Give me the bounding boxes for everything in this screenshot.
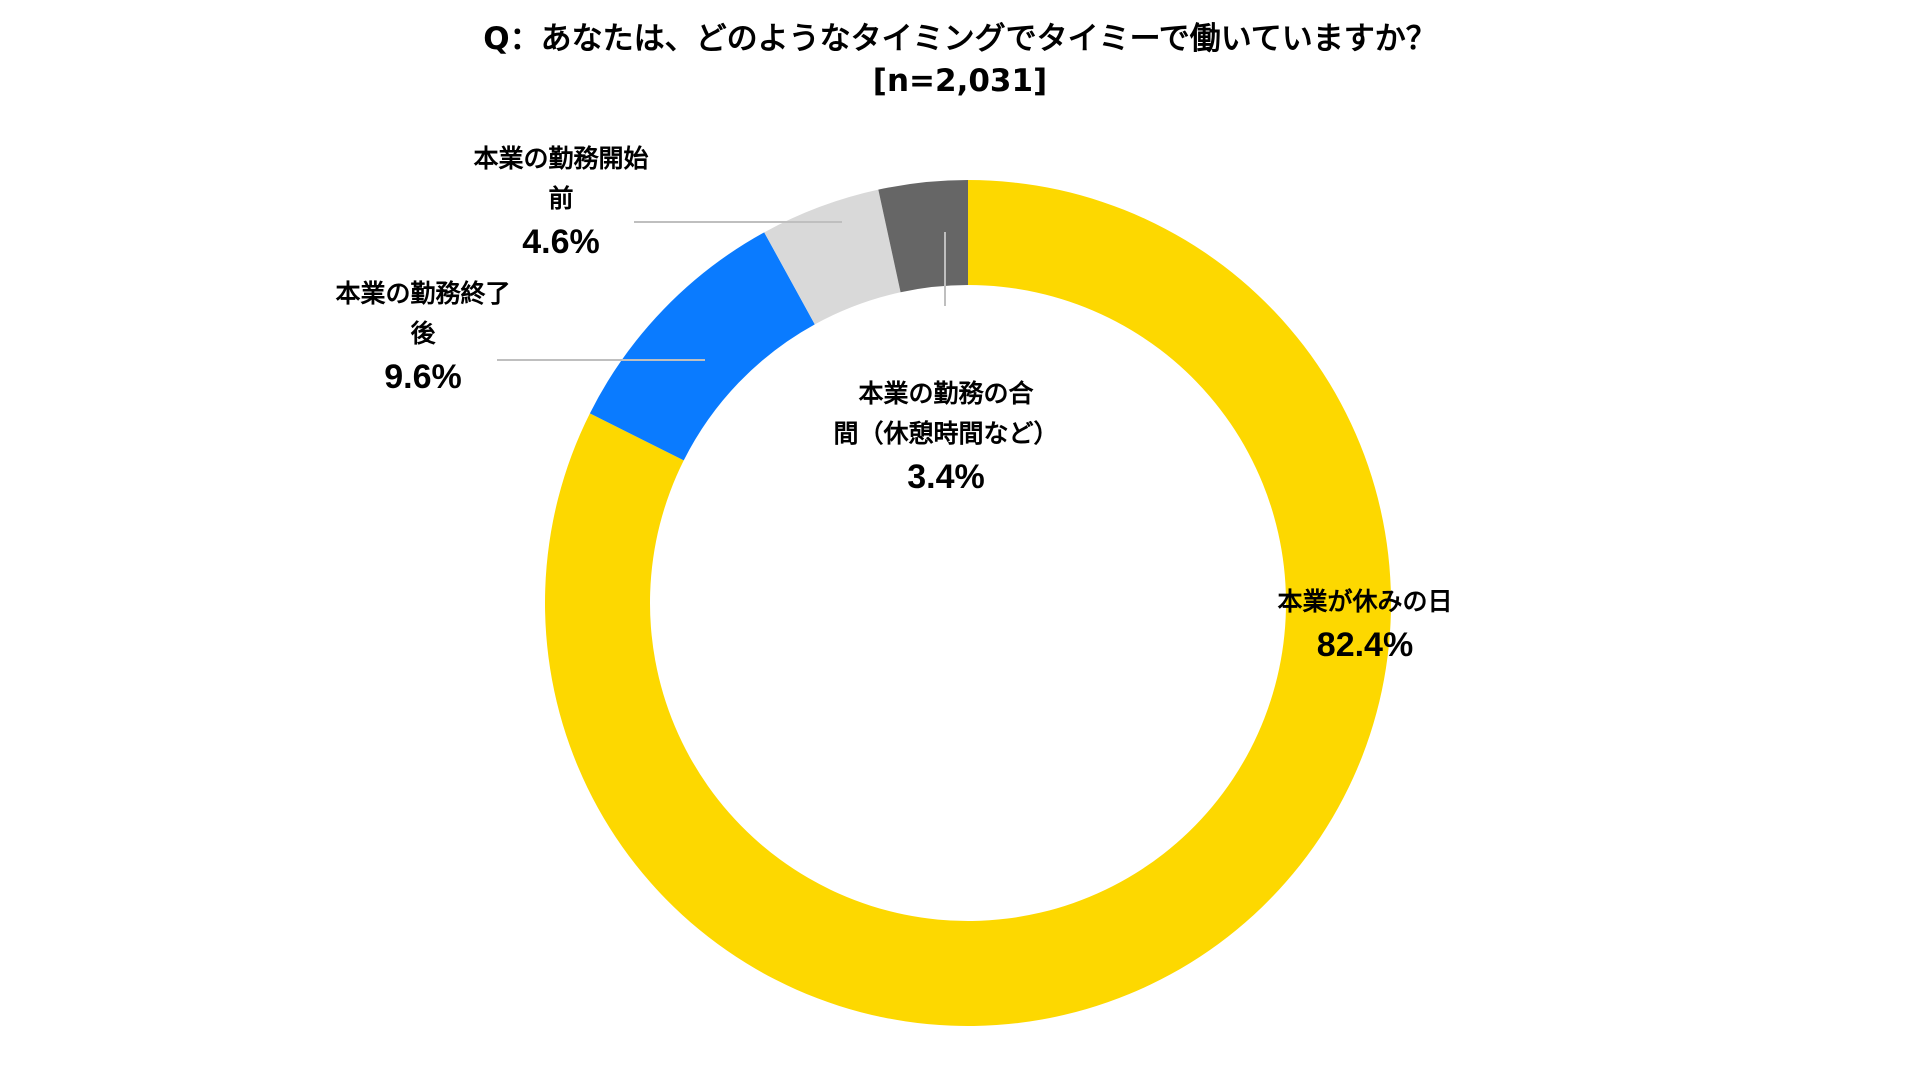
slice-after-work [589,232,815,461]
slice-before-work [764,189,901,325]
slice-label-break-time-line-1: 本業の勤務の合 [858,379,1034,408]
label-holiday: 本業が休みの日 82.4% [1277,587,1452,664]
slice-label-before-work-line-2: 前 [548,184,573,213]
donut-slices [545,180,1391,1026]
slice-value-before-work: 4.6% [522,223,600,261]
slice-value-break-time: 3.4% [907,458,985,496]
slice-value-holiday: 82.4% [1317,626,1413,664]
leader-lines [497,221,946,361]
chart-subtitle: [n=2,031] [872,63,1048,99]
slice-label-break-time-line-2: 間（休憩時間など） [833,419,1058,448]
chart-title: Q：あなたは、どのようなタイミングでタイミーで働いていますか？ [483,21,1437,57]
slice-label-holiday-line-1: 本業が休みの日 [1277,587,1452,616]
chart-title-block: Q：あなたは、どのようなタイミングでタイミーで働いていますか？ [n=2,031… [0,18,1920,102]
slice-label-after-work-line-1: 本業の勤務終了 [335,279,510,308]
slice-label-after-work-line-2: 後 [410,319,436,348]
slice-labels: 本業が休みの日82.4%本業の勤務終了後9.6%本業の勤務開始前4.6%本業の勤… [335,144,1452,664]
slice-value-after-work: 9.6% [384,358,462,396]
slice-label-before-work-line-1: 本業の勤務開始 [473,144,648,173]
